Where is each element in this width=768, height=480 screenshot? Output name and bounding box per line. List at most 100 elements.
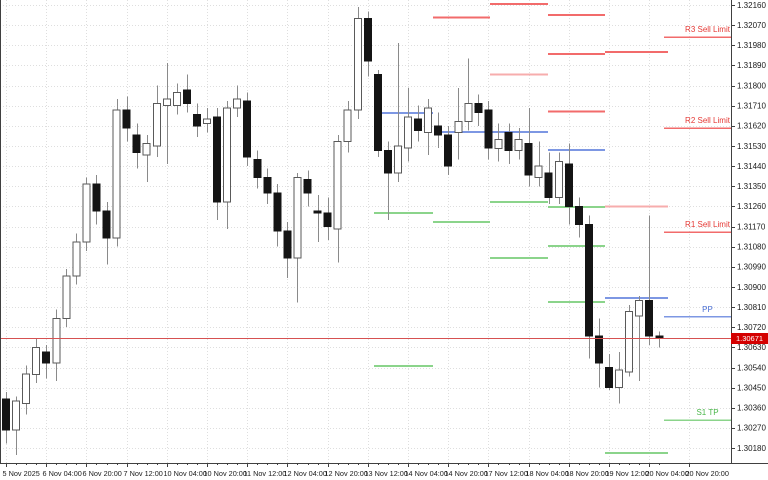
time-axis-label: 14 Nov 04:00 <box>405 469 448 478</box>
level-label-r2-sell-limit: R2 Sell Limit <box>685 116 730 126</box>
candle-bear <box>182 89 191 104</box>
price-axis-label: 1.32160 <box>737 1 766 10</box>
time-axis-label: 7 Nov 12:00 <box>124 469 163 478</box>
time-axis-label: 14 Nov 20:00 <box>445 469 488 478</box>
price-axis-label: 1.31080 <box>737 242 766 251</box>
candle-bear <box>544 172 553 198</box>
candle-bull <box>333 141 342 230</box>
price-axis-label: 1.31980 <box>737 41 766 50</box>
price-axis-label: 1.30360 <box>737 404 766 413</box>
candle-bear <box>504 132 513 152</box>
price-axis-label: 1.30900 <box>737 283 766 292</box>
level-label-r1-sell-limit: R1 Sell Limit <box>685 220 730 230</box>
candle-bear <box>283 230 292 259</box>
price-axis-label: 1.31800 <box>737 81 766 90</box>
price-axis-label: 1.31260 <box>737 202 766 211</box>
candle-bull <box>293 176 302 259</box>
candle-bull <box>12 400 21 431</box>
candle-bear <box>574 205 583 225</box>
time-axis-label: 13 Nov 12:00 <box>365 469 408 478</box>
level-label-pp: PP <box>702 304 713 314</box>
candle-bull <box>82 183 91 243</box>
candle-bear <box>484 109 493 149</box>
candle-bear <box>363 17 372 62</box>
candle-bull <box>554 161 563 198</box>
candle-bull <box>343 109 352 142</box>
candle-bear <box>383 150 392 174</box>
price-axis-label: 1.30630 <box>737 343 766 352</box>
candle-bull <box>635 299 644 317</box>
candle-bear <box>253 158 262 178</box>
candle-bull <box>394 145 402 174</box>
candle-bear <box>132 134 141 154</box>
candle-bull <box>72 241 81 277</box>
time-axis-label: 5 Nov 2025 <box>3 469 40 478</box>
candle-bull <box>534 165 543 178</box>
price-axis-label: 1.30450 <box>737 383 766 392</box>
candle-bear <box>564 163 573 207</box>
candle-bear <box>414 118 423 131</box>
candle-bull <box>32 346 41 375</box>
candle-bull <box>454 120 463 134</box>
price-axis-label: 1.31440 <box>737 162 766 171</box>
candle-bear <box>373 73 382 151</box>
time-axis-label: 10 Nov 04:00 <box>164 469 207 478</box>
price-axis-label: 1.31890 <box>737 61 766 70</box>
price-axis-label: 1.30990 <box>737 263 766 272</box>
time-axis-label: 19 Nov 12:00 <box>606 469 649 478</box>
candle-bear <box>273 192 282 232</box>
candle-bull <box>172 91 181 107</box>
price-axis-label: 1.31710 <box>737 102 766 111</box>
price-axis-label: 1.30180 <box>737 444 766 453</box>
level-label-s1-tp: S1 TP <box>696 408 719 418</box>
level-label-r3-sell-limit: R3 Sell Limit <box>685 25 730 35</box>
time-axis-label: 12 Nov 20:00 <box>325 469 368 478</box>
candle-bull <box>112 109 121 239</box>
price-axis-label: 1.30540 <box>737 363 766 372</box>
time-axis-label: 17 Nov 12:00 <box>485 469 528 478</box>
price-axis-label: 1.30810 <box>737 303 766 312</box>
price-axis-label: 1.30720 <box>737 323 766 332</box>
candle-bull <box>233 98 242 109</box>
time-axis-label: 10 Nov 20:00 <box>204 469 247 478</box>
candle-bull <box>404 116 412 149</box>
time-axis-label: 20 Nov 04:00 <box>646 469 689 478</box>
candle-bear <box>645 299 654 337</box>
time-axis-label: 12 Nov 04:00 <box>284 469 327 478</box>
time-axis-label: 6 Nov 20:00 <box>83 469 122 478</box>
price-axis-label: 1.31620 <box>737 122 766 131</box>
candle-bear <box>595 335 603 364</box>
candle-bear <box>303 179 312 194</box>
time-axis-label: 20 Nov 20:00 <box>686 469 729 478</box>
candle-bull <box>142 143 151 156</box>
candle-bear <box>122 109 131 129</box>
candle-bull <box>424 107 433 134</box>
candle-bear <box>92 183 101 212</box>
candle-bear <box>434 125 443 136</box>
price-axis-label: 1.31530 <box>737 142 766 151</box>
candle-bull <box>162 98 171 107</box>
candle-bull <box>152 103 161 147</box>
candle-bull <box>223 107 232 203</box>
candle-bear <box>2 398 10 431</box>
candle-bull <box>52 317 61 364</box>
candle-bull <box>62 275 71 319</box>
candle-bull <box>625 311 634 373</box>
candle-bear <box>444 134 453 167</box>
candle-bear <box>605 367 613 389</box>
candle-bull <box>615 369 624 389</box>
candle-bull <box>203 118 211 125</box>
candle-bear <box>243 100 252 158</box>
candle-bull <box>494 138 503 149</box>
current-price-tag: 1.30671 <box>731 333 768 344</box>
time-axis-label: 6 Nov 04:00 <box>43 469 82 478</box>
candle-bear <box>42 351 51 364</box>
candle-bear <box>263 176 272 194</box>
time-axis-label: 18 Nov 04:00 <box>526 469 569 478</box>
time-axis-label: 18 Nov 20:00 <box>566 469 609 478</box>
candle-bull <box>464 103 473 122</box>
candle-bull <box>353 17 362 111</box>
time-axis-label: 11 Nov 12:00 <box>244 469 287 478</box>
